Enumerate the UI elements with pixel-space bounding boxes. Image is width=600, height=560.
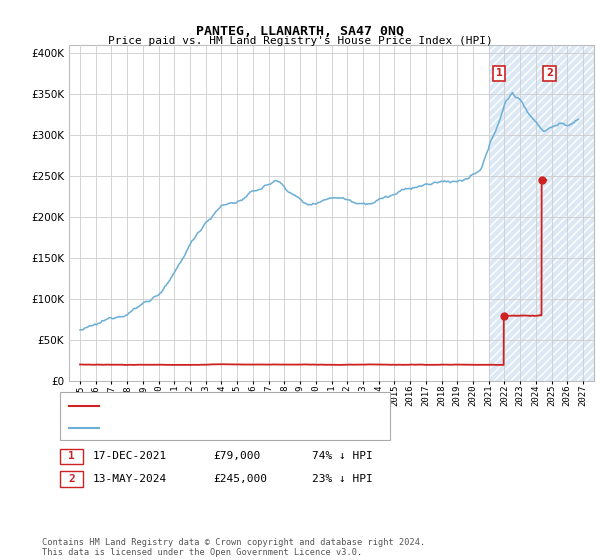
Text: 1: 1 [68,451,75,461]
Text: 17-DEC-2021: 17-DEC-2021 [93,451,167,461]
Text: 1: 1 [496,68,502,78]
Text: £245,000: £245,000 [213,474,267,484]
Text: 2: 2 [546,68,553,78]
Text: PANTEG, LLANARTH, SA47 0NQ: PANTEG, LLANARTH, SA47 0NQ [196,25,404,38]
Text: 2: 2 [68,474,75,484]
Text: Price paid vs. HM Land Registry's House Price Index (HPI): Price paid vs. HM Land Registry's House … [107,36,493,46]
Text: Contains HM Land Registry data © Crown copyright and database right 2024.
This d: Contains HM Land Registry data © Crown c… [42,538,425,557]
Bar [488,45,594,381]
Bar [488,45,594,381]
Text: £79,000: £79,000 [213,451,260,461]
Text: 74% ↓ HPI: 74% ↓ HPI [312,451,373,461]
Text: 23% ↓ HPI: 23% ↓ HPI [312,474,373,484]
Text: 13-MAY-2024: 13-MAY-2024 [93,474,167,484]
Text: PANTEG, LLANARTH, SA47 0NQ (detached house): PANTEG, LLANARTH, SA47 0NQ (detached hou… [102,402,355,411]
Text: HPI: Average price, detached house, Ceredigion: HPI: Average price, detached house, Cere… [102,423,372,433]
